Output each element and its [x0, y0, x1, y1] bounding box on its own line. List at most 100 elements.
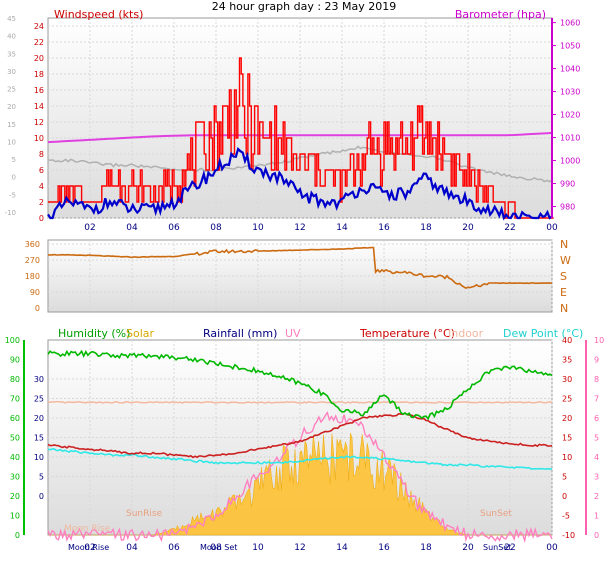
y-tick-label-inner: 30	[34, 375, 44, 384]
y-tick-label-left: 35	[7, 50, 16, 58]
y-tick-label-humidity: 90	[10, 356, 20, 365]
solar-label: Solar	[126, 327, 155, 340]
x-tick-label: 08	[210, 543, 222, 553]
y-tick-label-right: 1030	[560, 88, 580, 97]
x-tick-label: 00	[546, 543, 558, 553]
y-tick-label-humidity: 30	[10, 473, 20, 482]
y-tick-label-left: 0	[12, 174, 16, 182]
y-tick-label-temperature: 30	[562, 375, 572, 384]
y-tick-label-inner: 20	[34, 414, 44, 423]
y-tick-label-inner: 2	[39, 198, 44, 207]
y-tick-label-uv: 2	[594, 492, 599, 501]
y-tick-label-uv: 6	[594, 414, 599, 423]
x-tick-label: 14	[336, 543, 348, 553]
sunset-marker-label: SunSet	[480, 509, 512, 519]
x-tick-label: 06	[168, 223, 180, 233]
y-tick-label-inner: 20	[34, 54, 44, 63]
y-tick-label-uv: 0	[594, 531, 599, 540]
y-tick-label-temperature: 40	[562, 336, 572, 345]
moonrise-marker-label: Moon Rise	[64, 524, 111, 534]
y-tick-label-inner: 14	[34, 102, 44, 111]
y-tick-label-humidity: 0	[15, 531, 20, 540]
y-tick-label-inner: 6	[39, 166, 44, 175]
y-tick-label-inner: 16	[34, 86, 44, 95]
y-tick-label-inner: 5	[39, 473, 44, 482]
y-tick-label-uv: 5	[594, 434, 599, 443]
x-tick-label: 08	[210, 223, 222, 233]
x-tick-label: 02	[84, 543, 95, 553]
windspeed-gust-line	[48, 57, 554, 219]
x-tick-label: 04	[126, 223, 138, 233]
sunset-axis-label: SunSet	[483, 543, 511, 552]
y-tick-label-left: 20	[7, 103, 16, 111]
y-tick-label-uv: 8	[594, 375, 599, 384]
sunrise-marker-label: SunRise	[126, 509, 163, 519]
x-tick-label: 22	[504, 223, 515, 233]
x-tick-label: 02	[84, 223, 95, 233]
y-tick-label-humidity: 70	[10, 395, 20, 404]
indoor-label: Indoor	[448, 327, 484, 340]
y-tick-label-right: 1010	[560, 134, 580, 143]
x-tick-label: 18	[420, 223, 432, 233]
y-tick-label-inner: 24	[34, 22, 44, 31]
y-tick-label-inner: 18	[34, 70, 44, 79]
y-tick-label-left: -10	[5, 209, 16, 217]
x-tick-label: 18	[420, 543, 432, 553]
x-tick-label: 16	[378, 223, 390, 233]
y-tick-label-left: 30	[7, 68, 16, 76]
y-tick-label-compass: S	[560, 270, 567, 283]
y-tick-label-inner: 10	[34, 134, 44, 143]
x-tick-label: 14	[336, 223, 348, 233]
y-tick-label-humidity: 20	[10, 492, 20, 501]
y-tick-label-inner: 0	[39, 492, 44, 501]
x-tick-label: 20	[462, 223, 474, 233]
y-tick-label-temperature: 10	[562, 453, 572, 462]
x-tick-label: 00	[546, 223, 558, 233]
moonrise-axis-label: Moon Rise	[68, 543, 109, 552]
y-tick-label-uv: 9	[594, 356, 599, 365]
y-tick-label-right: 990	[560, 180, 575, 189]
humidity-label: Humidity (%)	[58, 327, 130, 340]
wind-direction-line	[48, 246, 553, 289]
y-tick-label-left: 5	[12, 156, 16, 164]
y-tick-label-left: -5	[9, 191, 16, 199]
x-tick-label: 16	[378, 543, 390, 553]
y-tick-label-inner: 8	[39, 150, 44, 159]
temperature-label: Temperature (°C)	[359, 327, 455, 340]
x-tick-label: 22	[504, 543, 515, 553]
y-tick-label-uv: 1	[594, 512, 599, 521]
y-tick-label-left: 10	[7, 138, 16, 146]
solar-area	[48, 432, 552, 536]
y-tick-label-compass: N	[560, 302, 568, 315]
dewpoint-label: Dew Point (°C)	[503, 327, 583, 340]
y-tick-label-humidity: 60	[10, 414, 20, 423]
y-tick-label-right: 1020	[560, 111, 580, 120]
y-tick-label-right: 1060	[560, 19, 580, 28]
y-tick-label-uv: 7	[594, 395, 599, 404]
uv-line	[47, 410, 553, 544]
y-tick-label-inner: 0	[39, 214, 44, 223]
y-tick-label-inner: 10	[34, 453, 44, 462]
dewpoint-line	[47, 448, 553, 471]
y-tick-label-right: 1040	[560, 65, 580, 74]
y-tick-label-degrees: 90	[30, 288, 40, 297]
y-tick-label-humidity: 50	[10, 434, 20, 443]
x-tick-label: 04	[126, 543, 138, 553]
x-tick-label: 10	[252, 223, 264, 233]
y-tick-label-inner: 15	[34, 434, 44, 443]
y-tick-label-humidity: 80	[10, 375, 20, 384]
x-tick-label: 12	[294, 223, 305, 233]
y-tick-label-temperature: 20	[562, 414, 572, 423]
y-tick-label-temperature: 35	[562, 356, 572, 365]
barometer-line	[47, 131, 553, 144]
y-tick-label-right: 1000	[560, 157, 580, 166]
y-tick-label-right: 1050	[560, 42, 580, 51]
y-tick-label-uv: 4	[594, 453, 599, 462]
rainfall-label: Rainfall (mm)	[203, 327, 277, 340]
y-tick-label-compass: W	[560, 254, 571, 267]
y-tick-label-compass: N	[560, 238, 568, 251]
windspeed-label: Windspeed (kts)	[54, 8, 143, 21]
uv-label: UV	[285, 327, 301, 340]
y-tick-label-degrees: 360	[25, 240, 40, 249]
